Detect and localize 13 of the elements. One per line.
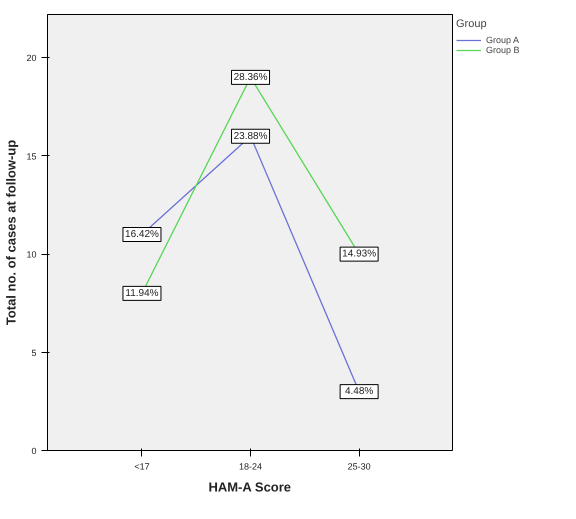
- y-tick-label: 20: [26, 53, 37, 64]
- legend-label: Group B: [486, 45, 520, 55]
- x-axis-title: HAM-A Score: [208, 480, 292, 494]
- legend-title: Group: [456, 18, 488, 30]
- y-tick-label: 10: [26, 250, 37, 260]
- y-tick-label: 5: [31, 348, 37, 358]
- y-tick-label: 15: [26, 151, 37, 162]
- y-axis-title: Total no. of cases at follow-up: [3, 140, 18, 326]
- legend-label: Group A: [486, 35, 520, 45]
- x-tick-label: 25-30: [348, 462, 371, 472]
- x-tick-label: 18-24: [239, 462, 262, 472]
- x-tick-label: <17: [134, 462, 150, 472]
- y-tick-label: 0: [31, 446, 37, 456]
